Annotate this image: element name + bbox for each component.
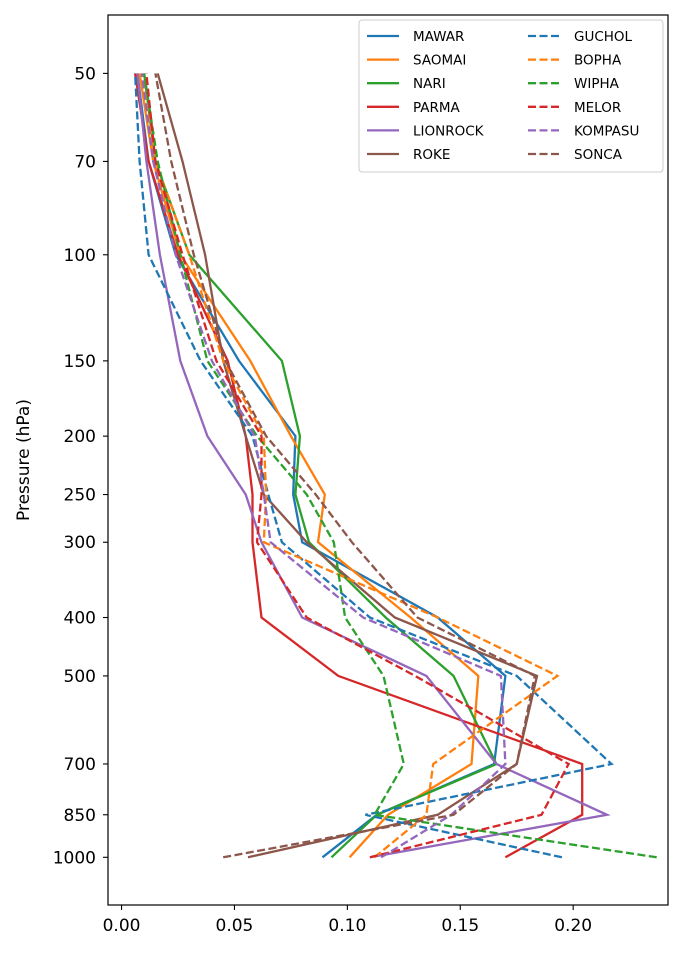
x-tick-label: 0.15 xyxy=(441,916,479,936)
legend-label-mawar: MAWAR xyxy=(413,29,464,45)
series-line-roke xyxy=(156,73,539,859)
series-lines xyxy=(133,73,657,859)
series-line-lionrock xyxy=(136,73,611,859)
x-tick-label: 0.00 xyxy=(103,916,141,936)
series-line-guchol xyxy=(133,73,614,859)
y-tick-label: 300 xyxy=(64,533,96,553)
y-axis-title: Pressure (hPa) xyxy=(14,399,34,521)
x-tick-label: 0.05 xyxy=(216,916,254,936)
legend-box xyxy=(358,19,664,173)
legend-label-bopha: BOPHA xyxy=(574,53,622,69)
x-tick-label: 0.20 xyxy=(554,916,592,936)
y-tick-label: 700 xyxy=(64,755,96,775)
y-axis: 50 70 100 150 200 250 300 400 500 700 850 1000 xyxy=(53,64,108,868)
y-tick-label: 400 xyxy=(64,609,96,629)
y-tick-label: 250 xyxy=(64,486,96,506)
x-tick-label: 0.10 xyxy=(328,916,366,936)
y-tick-label: 850 xyxy=(64,806,96,826)
y-tick-label: 150 xyxy=(64,352,96,372)
legend-label-guchol: GUCHOL xyxy=(574,29,633,45)
legend: MAWAR SAOMAI NARI PARMA LIONROCK ROKE GUCHOL BO… xyxy=(358,19,664,173)
x-axis: 0.00 0.05 0.10 0.15 0.20 xyxy=(103,905,592,936)
legend-label-roke: ROKE xyxy=(413,147,450,163)
y-tick-label: 1000 xyxy=(53,848,96,868)
series-line-melor xyxy=(145,73,571,859)
y-tick-label: 70 xyxy=(74,152,96,172)
y-tick-label: 100 xyxy=(64,246,96,266)
legend-label-parma: PARMA xyxy=(413,100,461,116)
legend-label-kompasu: KOMPASU xyxy=(574,123,639,139)
legend-label-nari: NARI xyxy=(413,76,446,92)
plot-frame xyxy=(107,14,669,906)
y-tick-label: 200 xyxy=(64,427,96,447)
legend-label-sonca: SONCA xyxy=(574,147,623,163)
legend-label-saomai: SAOMAI xyxy=(413,53,466,69)
series-line-wipha xyxy=(142,73,657,859)
series-line-kompasu xyxy=(140,73,507,859)
legend-label-melor: MELOR xyxy=(574,100,621,116)
legend-label-wipha: WIPHA xyxy=(574,76,620,92)
series-line-sonca xyxy=(154,73,537,859)
y-tick-label: 50 xyxy=(74,64,96,84)
series-line-bopha xyxy=(140,73,560,859)
legend-label-lionrock: LIONROCK xyxy=(413,123,485,139)
y-tick-label: 500 xyxy=(64,667,96,687)
